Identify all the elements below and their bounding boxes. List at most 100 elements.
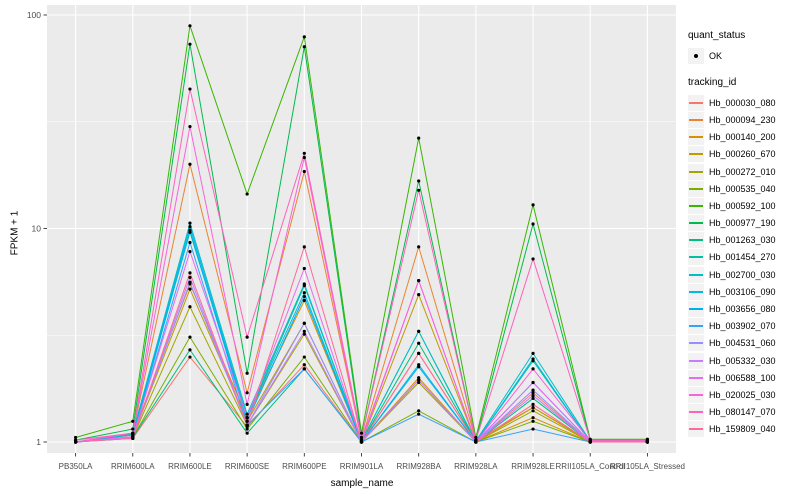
data-point — [188, 225, 192, 229]
data-point — [245, 412, 249, 416]
series-color-line — [689, 308, 703, 311]
data-point — [531, 419, 535, 423]
series-color-line — [689, 136, 703, 139]
data-point — [531, 357, 535, 361]
data-point — [131, 436, 135, 440]
series-color-line — [689, 376, 703, 379]
legend-label: Hb_000260_670 — [709, 149, 776, 160]
data-point — [188, 355, 192, 359]
legend-label: Hb_003656_080 — [709, 304, 776, 315]
legend-item-Hb_000272_010: Hb_000272_010 — [688, 163, 800, 180]
data-point — [131, 431, 135, 435]
legend: quant_status OK tracking_id Hb_000030_08… — [688, 30, 800, 438]
data-point — [188, 275, 192, 280]
data-point — [474, 435, 478, 440]
data-point — [188, 221, 192, 225]
data-point — [531, 405, 535, 410]
data-point — [531, 222, 535, 226]
tracking-id-legend-items: Hb_000030_080 Hb_000094_230 Hb_000140_200 H… — [688, 94, 800, 438]
data-point — [588, 440, 592, 444]
line-swatch-icon — [688, 301, 704, 318]
data-point — [302, 332, 306, 336]
data-point — [531, 351, 535, 356]
legend-label: Hb_159809_040 — [709, 424, 776, 435]
legend-item-Hb_005332_030: Hb_005332_030 — [688, 352, 800, 369]
legend-label: Hb_000030_080 — [709, 97, 776, 108]
line-swatch-icon — [688, 111, 704, 128]
point-symbol-icon — [688, 47, 704, 64]
data-point — [188, 240, 192, 245]
line-swatch-icon — [688, 232, 704, 249]
data-point — [302, 329, 306, 333]
legend-item-Hb_000094_230: Hb_000094_230 — [688, 111, 800, 128]
data-point — [531, 416, 535, 420]
legend-item-Hb_000592_100: Hb_000592_100 — [688, 197, 800, 214]
data-point — [245, 419, 249, 423]
legend-label: Hb_000140_200 — [709, 132, 776, 143]
line-swatch-icon — [688, 352, 704, 369]
data-point — [531, 380, 535, 385]
data-point — [417, 341, 421, 345]
data-point — [245, 192, 249, 196]
series-color-line — [689, 273, 703, 276]
data-point — [302, 298, 306, 303]
data-point — [302, 294, 306, 299]
line-swatch-icon — [688, 180, 704, 197]
data-point — [131, 419, 135, 423]
data-point — [531, 257, 535, 261]
data-point — [245, 371, 249, 375]
line-swatch-icon — [688, 318, 704, 335]
legend-title-tracking-id: tracking_id — [688, 77, 737, 89]
legend-item-ok: OK — [688, 47, 800, 64]
legend-label: Hb_001263_030 — [709, 235, 776, 246]
data-point — [302, 355, 306, 359]
legend-item-Hb_000535_040: Hb_000535_040 — [688, 180, 800, 197]
legend-item-Hb_020025_030: Hb_020025_030 — [688, 386, 800, 403]
x-tick-label: RRIM928LA — [454, 462, 498, 471]
legend-label: Hb_003902_070 — [709, 321, 776, 332]
x-tick-label: RRIM600LE — [168, 462, 212, 471]
data-point — [531, 203, 535, 207]
line-swatch-icon — [688, 421, 704, 438]
legend-label: Hb_080147_070 — [709, 407, 776, 418]
legend-label: Hb_003106_090 — [709, 286, 776, 297]
data-point — [302, 35, 306, 39]
data-point — [531, 391, 535, 395]
series-color-line — [689, 118, 703, 121]
line-swatch-icon — [688, 335, 704, 352]
series-color-line — [689, 393, 703, 396]
data-point — [245, 431, 249, 435]
legend-item-Hb_001454_270: Hb_001454_270 — [688, 249, 800, 266]
line-swatch-icon — [688, 94, 704, 111]
series-color-line — [689, 239, 703, 242]
legend-item-Hb_000977_190: Hb_000977_190 — [688, 215, 800, 232]
data-point — [417, 179, 421, 183]
data-point — [417, 245, 421, 249]
data-point — [417, 351, 421, 356]
legend-label-ok: OK — [709, 50, 723, 61]
x-tick-label: RRIM600LA — [111, 462, 155, 471]
data-point — [531, 409, 535, 413]
legend-item-Hb_000140_200: Hb_000140_200 — [688, 129, 800, 146]
data-point — [417, 188, 421, 192]
data-point — [474, 440, 478, 444]
x-tick-label: RRIM600PE — [282, 462, 326, 471]
legend-item-Hb_003656_080: Hb_003656_080 — [688, 300, 800, 318]
data-point — [302, 363, 306, 367]
data-point — [417, 329, 421, 333]
legend-label: Hb_000592_100 — [709, 200, 776, 211]
series-color-line — [689, 101, 703, 104]
line-swatch-icon — [688, 249, 704, 266]
line-swatch-icon — [688, 369, 704, 386]
data-point — [359, 431, 364, 435]
data-point — [188, 24, 192, 28]
legend-label: Hb_001454_270 — [709, 252, 776, 263]
data-point — [531, 402, 535, 407]
data-point — [359, 440, 364, 444]
data-point — [417, 412, 421, 416]
data-point — [417, 409, 421, 413]
legend-item-Hb_006588_100: Hb_006588_100 — [688, 369, 800, 386]
x-tick-label: RRIM600SE — [225, 462, 269, 471]
